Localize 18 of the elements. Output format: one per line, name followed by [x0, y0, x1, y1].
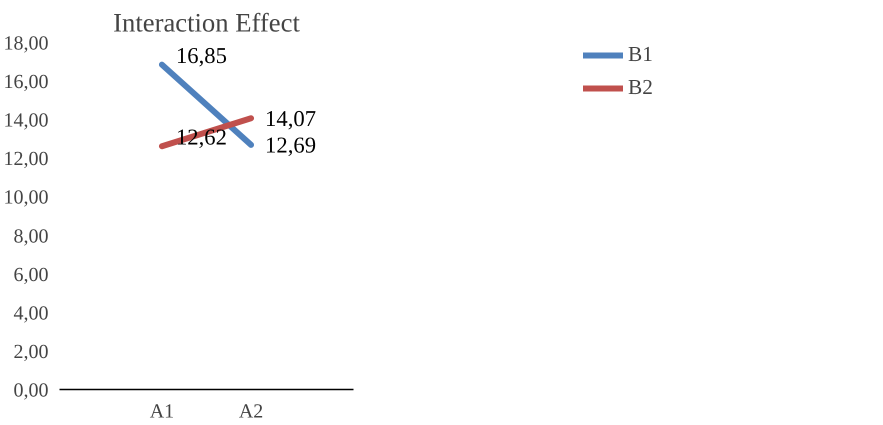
y-tick-label: 0,00: [14, 380, 48, 402]
y-tick-label: 6,00: [14, 264, 48, 286]
y-tick-label: 12,00: [4, 148, 48, 170]
y-tick-label: 2,00: [14, 340, 48, 363]
y-tick-label: 18,00: [4, 32, 48, 54]
y-tick-label: 8,00: [14, 225, 48, 248]
y-tick-label: 16,00: [4, 71, 48, 94]
y-tick-label: 4,00: [14, 302, 48, 324]
data-label: 16,85: [176, 43, 227, 68]
x-tick-label: A1: [150, 400, 174, 422]
legend-label: B2: [628, 75, 653, 100]
x-tick-label: A2: [238, 400, 264, 422]
data-label: 12,69: [265, 132, 316, 158]
y-tick-label: 10,00: [4, 186, 48, 209]
data-label: 14,07: [265, 106, 316, 131]
legend-label: B1: [628, 42, 653, 67]
y-tick-label: 14,00: [4, 110, 48, 132]
chart-title: Interaction Effect: [113, 8, 300, 38]
